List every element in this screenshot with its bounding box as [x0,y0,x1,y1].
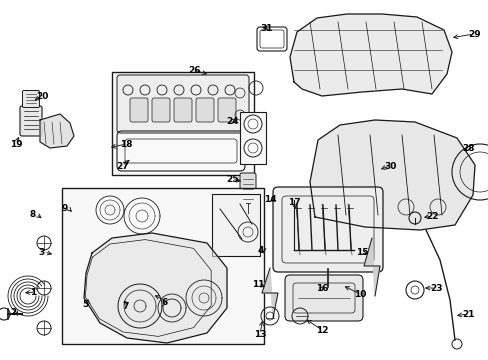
Text: 20: 20 [36,92,48,101]
Text: 5: 5 [82,300,88,309]
Text: 21: 21 [461,310,473,319]
Text: 30: 30 [383,162,396,171]
Text: 28: 28 [461,144,473,153]
Text: 3: 3 [38,248,44,257]
Polygon shape [309,120,474,230]
Bar [112,72,253,175]
Text: 8: 8 [30,210,36,219]
Polygon shape [363,238,379,296]
Text: 14: 14 [264,195,276,204]
Text: 1: 1 [30,288,36,297]
Text: 16: 16 [315,284,328,293]
Text: 27: 27 [116,162,128,171]
Text: 13: 13 [253,330,266,339]
Polygon shape [40,114,74,148]
Bar [240,112,265,164]
FancyBboxPatch shape [240,173,256,205]
FancyBboxPatch shape [196,98,214,122]
FancyBboxPatch shape [22,90,40,108]
Text: 10: 10 [353,290,366,299]
Polygon shape [262,268,278,318]
Text: 2: 2 [10,308,16,317]
Text: 17: 17 [287,198,300,207]
FancyBboxPatch shape [272,187,382,272]
FancyBboxPatch shape [285,275,362,321]
Text: 7: 7 [122,302,128,311]
Text: 26: 26 [187,66,200,75]
Polygon shape [289,14,451,96]
FancyBboxPatch shape [130,98,148,122]
Text: 19: 19 [10,140,22,149]
Text: 22: 22 [425,212,438,221]
Bar [212,194,260,256]
Text: 9: 9 [62,204,68,213]
Text: 15: 15 [355,248,368,257]
FancyBboxPatch shape [174,98,192,122]
Text: 6: 6 [162,298,168,307]
Text: 11: 11 [251,280,264,289]
FancyBboxPatch shape [218,98,236,122]
FancyBboxPatch shape [152,98,170,122]
Text: 23: 23 [429,284,442,293]
Text: 24: 24 [225,117,238,126]
Text: 31: 31 [260,24,272,33]
FancyBboxPatch shape [117,75,248,133]
Polygon shape [84,233,226,343]
Text: 25: 25 [225,175,238,184]
Text: 29: 29 [467,30,480,39]
Text: 18: 18 [120,140,132,149]
Text: 4: 4 [258,246,264,255]
Text: 12: 12 [315,326,328,335]
Bar [62,188,264,344]
FancyBboxPatch shape [20,106,42,136]
